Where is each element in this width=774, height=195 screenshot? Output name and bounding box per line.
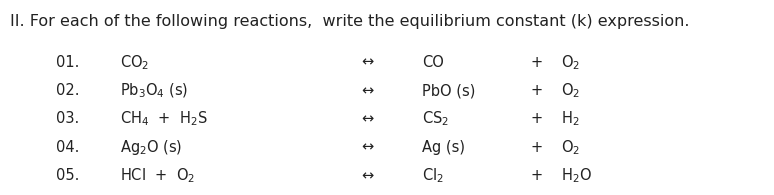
Text: +: + bbox=[530, 83, 543, 98]
Text: 04.: 04. bbox=[56, 140, 79, 155]
Text: 02.: 02. bbox=[56, 83, 79, 98]
Text: +: + bbox=[530, 140, 543, 155]
Text: +: + bbox=[530, 112, 543, 126]
Text: CO: CO bbox=[422, 55, 444, 70]
Text: +: + bbox=[530, 55, 543, 70]
Text: CS$_2$: CS$_2$ bbox=[422, 110, 449, 128]
Text: 03.: 03. bbox=[56, 112, 79, 126]
Text: ↔: ↔ bbox=[361, 83, 374, 98]
Text: Pb$_3$O$_4$ (s): Pb$_3$O$_4$ (s) bbox=[120, 82, 188, 100]
Text: 01.: 01. bbox=[56, 55, 79, 70]
Text: Ag$_2$O (s): Ag$_2$O (s) bbox=[120, 138, 182, 157]
Text: O$_2$: O$_2$ bbox=[561, 81, 580, 100]
Text: ↔: ↔ bbox=[361, 55, 374, 70]
Text: ↔: ↔ bbox=[361, 140, 374, 155]
Text: +: + bbox=[530, 168, 543, 183]
Text: PbO (s): PbO (s) bbox=[422, 83, 475, 98]
Text: ↔: ↔ bbox=[361, 168, 374, 183]
Text: HCl  +  O$_2$: HCl + O$_2$ bbox=[120, 166, 195, 185]
Text: O$_2$: O$_2$ bbox=[561, 53, 580, 72]
Text: H$_2$O: H$_2$O bbox=[561, 166, 592, 185]
Text: ↔: ↔ bbox=[361, 112, 374, 126]
Text: II. For each of the following reactions,  write the equilibrium constant (k) exp: II. For each of the following reactions,… bbox=[10, 14, 690, 29]
Text: Cl$_2$: Cl$_2$ bbox=[422, 166, 444, 185]
Text: Ag (s): Ag (s) bbox=[422, 140, 465, 155]
Text: O$_2$: O$_2$ bbox=[561, 138, 580, 157]
Text: H$_2$: H$_2$ bbox=[561, 110, 580, 128]
Text: CO$_2$: CO$_2$ bbox=[120, 53, 149, 72]
Text: CH$_4$  +  H$_2$S: CH$_4$ + H$_2$S bbox=[120, 110, 207, 128]
Text: 05.: 05. bbox=[56, 168, 79, 183]
